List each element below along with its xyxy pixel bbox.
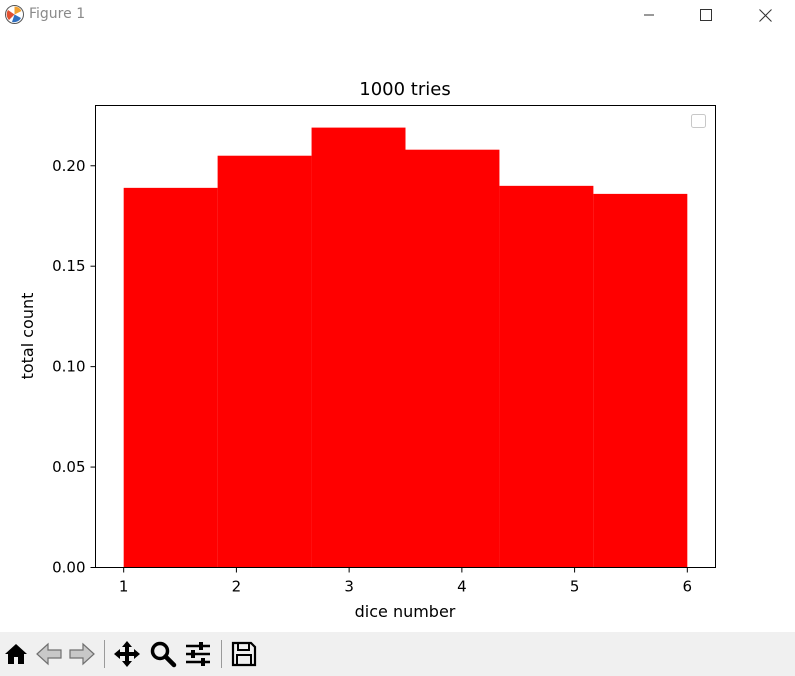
- window-titlebar: Figure 1: [0, 0, 795, 30]
- configure-subplots-button[interactable]: [182, 638, 214, 670]
- toolbar-separator: [221, 640, 222, 668]
- home-icon: [5, 644, 27, 664]
- close-button[interactable]: [736, 0, 794, 30]
- histogram-bar-5: [499, 185, 594, 568]
- y-axis-label: total count: [18, 293, 37, 380]
- minimize-icon: [644, 14, 654, 16]
- x-tick-label: 2: [232, 578, 242, 596]
- move-icon: [114, 641, 140, 667]
- histogram-bar-2: [217, 155, 312, 568]
- matplotlib-icon: [5, 5, 24, 24]
- x-tick-label: 6: [683, 578, 693, 596]
- y-tick-label: 0.15: [52, 257, 85, 275]
- histogram-bar-4: [405, 149, 500, 568]
- chart-title: 1000 tries: [359, 79, 450, 100]
- y-tick-label: 0.05: [52, 458, 85, 476]
- forward-button[interactable]: [66, 638, 98, 670]
- zoom-icon: [150, 641, 177, 668]
- minimize-button[interactable]: [620, 0, 678, 30]
- pan-button[interactable]: [111, 638, 143, 670]
- histogram-chart: 0.00 0.05 0.10 0.15 0.20 1 2 3 4 5 6 1000 tries d…: [18, 79, 716, 621]
- x-tick-label: 4: [457, 578, 467, 596]
- forward-arrow-icon: [69, 642, 95, 666]
- save-icon: [231, 641, 257, 667]
- back-button[interactable]: [33, 638, 65, 670]
- x-tick-label: 1: [119, 578, 129, 596]
- close-icon: [758, 8, 772, 22]
- zoom-button[interactable]: [147, 638, 179, 670]
- x-tick-label: 3: [344, 578, 354, 596]
- bars-group: [123, 127, 688, 568]
- x-axis-label: dice number: [355, 602, 456, 621]
- histogram-bar-3: [311, 127, 406, 568]
- plot-frame: [95, 105, 716, 568]
- legend-box: [691, 114, 706, 128]
- histogram-bar-1: [123, 187, 218, 568]
- y-tick-label: 0.10: [52, 358, 85, 376]
- home-button[interactable]: [0, 638, 32, 670]
- y-tick-label: 0.20: [52, 157, 85, 175]
- x-axis: 1 2 3 4 5 6: [119, 567, 693, 596]
- x-tick-label: 5: [570, 578, 580, 596]
- save-button[interactable]: [228, 638, 260, 670]
- maximize-button[interactable]: [677, 0, 735, 30]
- sliders-icon: [186, 642, 210, 666]
- figure-canvas[interactable]: 0.00 0.05 0.10 0.15 0.20 1 2 3 4 5 6 1000 tries d…: [0, 30, 795, 632]
- navigation-toolbar: [0, 632, 795, 676]
- y-tick-label: 0.00: [52, 559, 85, 577]
- back-arrow-icon: [36, 642, 62, 666]
- y-axis: 0.00 0.05 0.10 0.15 0.20: [52, 157, 96, 577]
- maximize-icon: [700, 9, 712, 21]
- toolbar-separator: [104, 640, 105, 668]
- histogram-bar-6: [593, 193, 688, 568]
- window-title: Figure 1: [29, 6, 86, 22]
